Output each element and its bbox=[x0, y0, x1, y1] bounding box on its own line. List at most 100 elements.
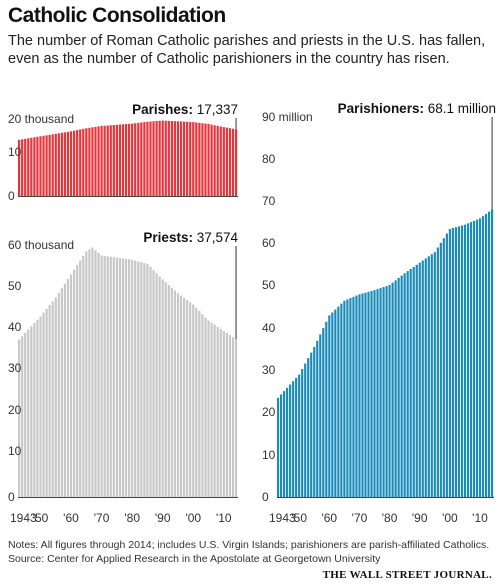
parishioners-bar bbox=[310, 352, 313, 497]
parishes-bar bbox=[183, 121, 186, 196]
parishioners-bar bbox=[319, 334, 322, 497]
priests-bar bbox=[134, 260, 137, 497]
priests-bar bbox=[18, 339, 21, 497]
parishioners-bar bbox=[280, 394, 283, 497]
parishioners-ytick-label: 80 bbox=[262, 152, 276, 166]
priests-bar bbox=[195, 307, 198, 497]
priests-bar bbox=[189, 302, 192, 497]
parishioners-bar bbox=[349, 298, 352, 497]
priests-bar bbox=[140, 262, 143, 497]
priests-xtick-label: '00 bbox=[185, 511, 201, 525]
parishes-bar bbox=[118, 124, 122, 196]
priests-xtick-label: '80 bbox=[124, 511, 140, 525]
parishes-bar bbox=[33, 137, 36, 196]
parishes-bar bbox=[30, 137, 33, 196]
parishioners-bar bbox=[442, 238, 445, 497]
parishes-bar bbox=[228, 128, 232, 196]
parishes-bar bbox=[106, 125, 109, 196]
parishioners-bar bbox=[355, 295, 358, 497]
chart-notes: Notes: All figures through 2014; include… bbox=[8, 538, 496, 566]
source-text: Source: Center for Applied Research in t… bbox=[8, 553, 381, 565]
notes-text: Notes: All figures through 2014; include… bbox=[8, 539, 490, 551]
priests-bar bbox=[91, 247, 94, 497]
parishioners-bar bbox=[376, 289, 379, 497]
priests-latest-value: 37,574 bbox=[197, 230, 239, 245]
parishioners-bar bbox=[406, 271, 409, 497]
parishes-bar bbox=[42, 135, 45, 196]
parishioners-ytick-label: 60 bbox=[262, 236, 276, 250]
parishioners-bar bbox=[475, 219, 479, 497]
parishes-bar bbox=[94, 126, 97, 196]
parishes-bar bbox=[79, 129, 82, 196]
parishes-bar bbox=[91, 127, 94, 196]
parishes-bar bbox=[24, 138, 27, 196]
parishioners-latest-value: 68.1 million bbox=[428, 101, 496, 116]
parishioners-ytick-label: 0 bbox=[262, 490, 269, 504]
parishes-bar bbox=[69, 131, 73, 196]
parishioners-series-name: Parishioners: bbox=[338, 101, 428, 116]
parishes-bar bbox=[207, 124, 210, 196]
parishes-bar bbox=[88, 127, 91, 196]
parishes-series-name: Parishes: bbox=[132, 102, 197, 117]
parishioners-bar bbox=[451, 228, 454, 498]
parishioners-bar bbox=[397, 277, 400, 497]
parishioners-bar bbox=[358, 294, 361, 497]
priests-bar bbox=[234, 339, 238, 497]
parishes-bar bbox=[198, 122, 201, 196]
priests-bar bbox=[66, 279, 70, 497]
parishioners-bar bbox=[436, 247, 439, 497]
priests-bar bbox=[192, 304, 195, 497]
parishioners-bar bbox=[373, 290, 376, 497]
parishes-bar bbox=[170, 121, 173, 196]
priests-header-label: Priests: 37,574 bbox=[143, 230, 238, 245]
parishes-bar bbox=[167, 120, 170, 196]
priests-bar bbox=[155, 273, 158, 497]
priests-bar bbox=[30, 326, 33, 497]
parishioners-bar bbox=[481, 216, 485, 497]
priests-ytick-label: 20 bbox=[8, 403, 22, 417]
parishioners-xtick-label: '50 bbox=[291, 511, 307, 525]
publisher-credit: THE WALL STREET JOURNAL. bbox=[322, 569, 492, 581]
priests-bar bbox=[33, 323, 36, 497]
priests-xtick-label: '60 bbox=[63, 511, 79, 525]
parishioners-bar bbox=[382, 287, 385, 497]
parishes-bar bbox=[97, 126, 100, 196]
priests-bar bbox=[54, 297, 57, 497]
priests-bar bbox=[115, 257, 118, 497]
priests-ytick-label: 40 bbox=[8, 320, 22, 334]
parishes-bar bbox=[128, 123, 131, 196]
parishes-bar bbox=[164, 120, 167, 196]
parishes-bar bbox=[234, 129, 238, 196]
parishes-bar bbox=[140, 122, 143, 196]
parishioners-bar bbox=[418, 262, 421, 497]
priests-bar bbox=[219, 329, 222, 497]
priests-bar bbox=[222, 331, 225, 497]
parishioners-bar bbox=[424, 258, 427, 497]
priests-bar bbox=[100, 255, 103, 497]
parishes-bar bbox=[213, 125, 216, 196]
parishioners-xtick-label: '60 bbox=[321, 511, 337, 525]
parishioners-bar bbox=[328, 315, 331, 497]
priests-bar bbox=[63, 283, 67, 497]
parishes-bar bbox=[216, 125, 219, 196]
parishes-bar bbox=[158, 120, 161, 196]
priests-bar bbox=[112, 257, 115, 497]
parishes-bar bbox=[112, 125, 115, 196]
parishioners-bar bbox=[370, 290, 373, 497]
parishioners-xtick-label: '80 bbox=[382, 511, 398, 525]
priests-bar bbox=[131, 259, 134, 497]
parishioners-bar bbox=[421, 260, 424, 497]
parishioners-xtick-label: '90 bbox=[412, 511, 428, 525]
priests-bar bbox=[79, 260, 82, 497]
parishes-bar bbox=[173, 121, 177, 196]
parishes-bar bbox=[121, 124, 125, 196]
parishes-bar bbox=[115, 124, 118, 196]
parishioners-bar bbox=[343, 300, 346, 497]
priests-bar bbox=[69, 274, 73, 497]
parishioners-xtick-label: 1943 bbox=[269, 511, 296, 525]
parishes-bar bbox=[100, 125, 103, 196]
parishes-ytick-label: 10 bbox=[8, 145, 22, 159]
parishioners-bar bbox=[331, 312, 334, 497]
parishioners-bar bbox=[484, 213, 488, 497]
